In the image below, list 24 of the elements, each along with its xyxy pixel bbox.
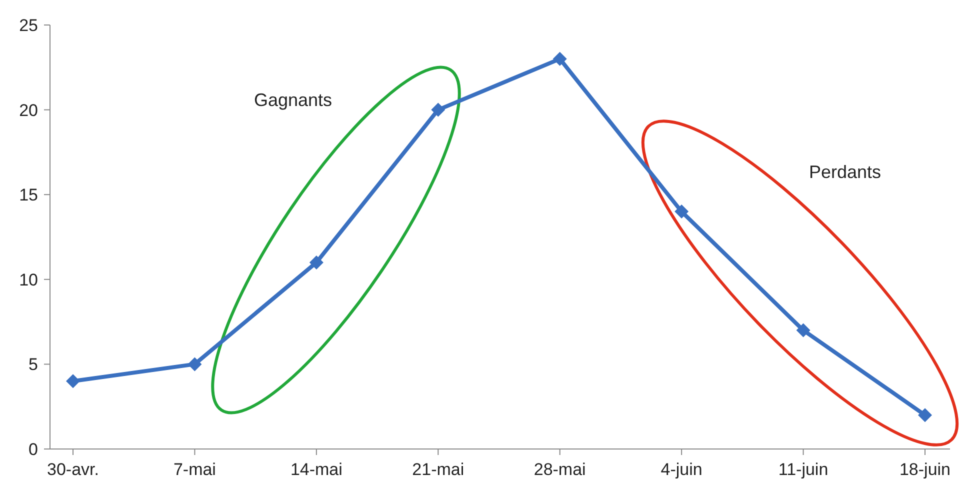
point	[918, 408, 932, 422]
point	[552, 52, 567, 66]
x-tick-label: 30-avr.	[47, 460, 99, 479]
y-tick-label: 20	[19, 100, 38, 120]
y-tick-label: 25	[19, 16, 38, 35]
point	[674, 204, 689, 219]
y-tick-label: 15	[19, 186, 38, 205]
x-tick-label: 14-mai	[290, 460, 342, 479]
x-tick-label: 11-juin	[778, 460, 828, 479]
y-tick-label: 0	[28, 440, 38, 459]
x-tick-label: 21-mai	[412, 460, 464, 479]
point	[431, 102, 446, 117]
annotation: Gagnants	[254, 90, 332, 110]
point	[796, 323, 810, 338]
y-tick-label: 5	[28, 355, 38, 374]
point	[188, 357, 202, 372]
y-tick-label: 10	[19, 270, 38, 290]
point	[66, 374, 80, 388]
x-tick-label: 7-mai	[173, 460, 216, 479]
annotation: Perdants	[808, 162, 882, 182]
point	[309, 255, 324, 270]
x-tick-label: 18-juin	[899, 460, 951, 479]
x-tick-label: 28-mai	[534, 460, 586, 479]
x-tick-label: 4-juin	[660, 460, 702, 479]
